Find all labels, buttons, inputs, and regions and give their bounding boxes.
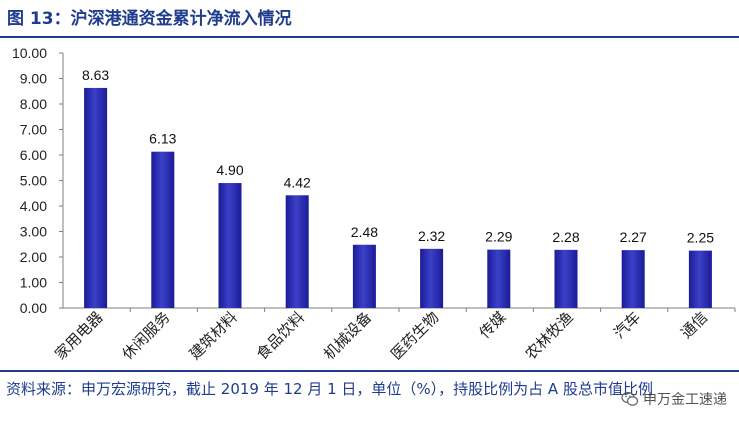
data-label: 2.28 (552, 229, 579, 245)
bar (151, 151, 175, 308)
category-label: 医药生物 (387, 308, 442, 363)
y-tick-label: 7.00 (20, 122, 47, 138)
y-tick-label: 1.00 (20, 275, 47, 291)
y-tick-label: 8.00 (20, 96, 47, 112)
category-label: 农林牧渔 (522, 308, 577, 363)
source-note: 资料来源：申万宏源研究，截止 2019 年 12 月 1 日，单位（%），持股比… (6, 380, 653, 398)
watermark-text: 申万金工速递 (643, 392, 727, 408)
data-label: 8.63 (82, 67, 109, 83)
category-label: 休闲服务 (118, 308, 173, 363)
category-label: 传媒 (476, 308, 510, 342)
category-label: 食品饮料 (253, 308, 308, 363)
wechat-icon (621, 391, 639, 406)
figure-title: 图 13：沪深港通资金累计净流入情况 (7, 9, 292, 29)
bar (554, 249, 578, 308)
category-label: 建筑材料 (186, 308, 241, 363)
watermark: 申万金工速递 (621, 389, 727, 409)
y-tick-label: 0.00 (20, 300, 47, 316)
category-label: 家用电器 (51, 308, 106, 363)
bar (218, 183, 242, 308)
bar-chart: 0.00 1.00 2.00 3.00 4.00 5.00 6.00 7.00 8.00 9.00… (12, 45, 736, 363)
bar (285, 195, 309, 308)
bar (420, 248, 444, 308)
y-tick-label: 10.00 (12, 45, 47, 61)
data-label: 2.29 (485, 229, 512, 245)
data-label: 6.13 (149, 131, 176, 147)
data-label: 2.48 (351, 224, 378, 240)
data-label: 2.27 (620, 229, 647, 245)
category-label: 汽车 (610, 308, 644, 342)
title-rule (0, 36, 739, 38)
y-tick-label: 5.00 (20, 173, 47, 189)
data-label: 4.90 (216, 162, 243, 178)
data-label: 4.42 (284, 174, 311, 190)
bar (487, 249, 511, 308)
y-tick-label: 2.00 (20, 249, 47, 265)
source-rule (0, 370, 739, 372)
y-tick-label: 6.00 (20, 147, 47, 163)
bar (352, 244, 376, 308)
category-label: 机械设备 (320, 308, 375, 363)
data-label: 2.25 (687, 230, 714, 246)
y-tick-label: 4.00 (20, 198, 47, 214)
bar (621, 250, 645, 308)
y-tick-label: 3.00 (20, 224, 47, 240)
category-label: 通信 (677, 308, 711, 342)
bar (84, 87, 108, 308)
data-label: 2.32 (418, 228, 445, 244)
y-tick-label: 9.00 (20, 71, 47, 87)
bar (688, 250, 712, 308)
